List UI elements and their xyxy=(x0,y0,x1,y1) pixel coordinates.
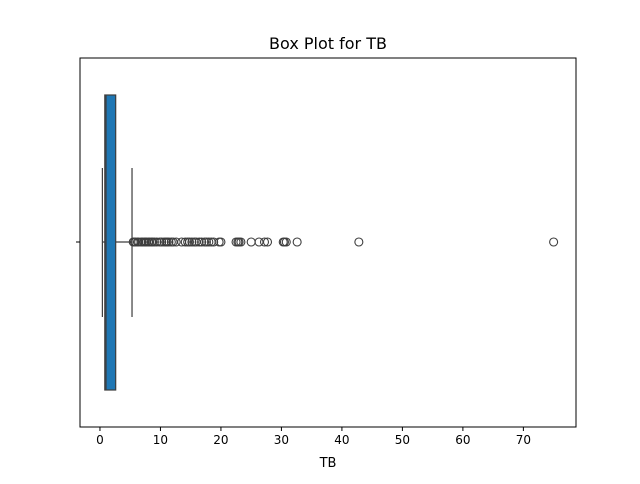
outlier-point xyxy=(236,237,246,247)
outlier-point xyxy=(157,237,167,247)
outlier-point xyxy=(164,237,174,247)
outlier-point xyxy=(180,237,190,247)
iqr-box xyxy=(104,94,117,391)
plot-area xyxy=(101,94,559,391)
outlier-point xyxy=(194,237,204,247)
outlier-point xyxy=(152,237,162,247)
outlier-point xyxy=(354,237,364,247)
x-axis: 0 10 20 30 40 50 60 70 xyxy=(96,427,531,447)
x-axis-label: TB xyxy=(319,456,337,471)
outlier-point xyxy=(149,237,159,247)
outlier-point xyxy=(549,237,559,247)
outlier-point xyxy=(262,237,273,247)
x-tick-label: 20 xyxy=(213,433,228,447)
x-tick-label: 40 xyxy=(334,433,349,447)
outlier-point xyxy=(216,237,226,247)
outlier-point xyxy=(209,237,219,247)
x-tick-label: 10 xyxy=(153,433,168,447)
outlier-point xyxy=(197,237,207,247)
x-tick-label: 0 xyxy=(96,433,104,447)
x-tick-label: 70 xyxy=(516,433,531,447)
outlier-point xyxy=(204,237,214,247)
outlier-point xyxy=(201,237,211,247)
outlier-point xyxy=(281,237,291,247)
x-tick-label: 50 xyxy=(395,433,410,447)
outlier-point xyxy=(187,237,197,247)
outlier-point xyxy=(292,237,302,247)
outlier-point xyxy=(171,237,181,247)
outlier-point xyxy=(184,237,195,247)
x-tick-label: 60 xyxy=(455,433,470,447)
outlier-point xyxy=(259,237,270,247)
chart-title: Box Plot for TB xyxy=(269,34,387,53)
x-tick-label: 30 xyxy=(274,433,289,447)
